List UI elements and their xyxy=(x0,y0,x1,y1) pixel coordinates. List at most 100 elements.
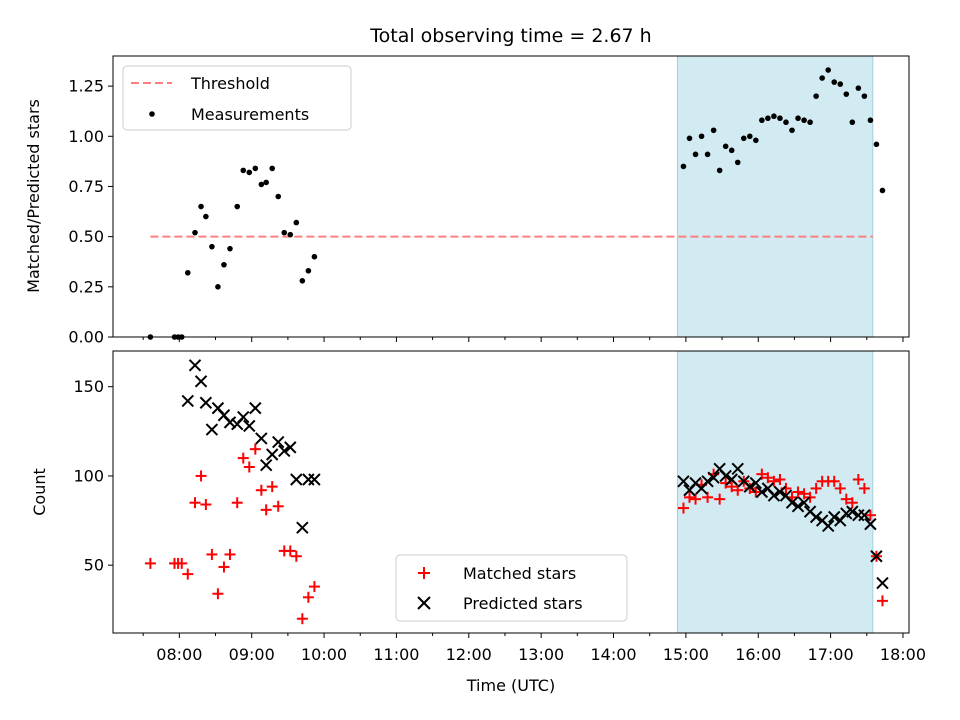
predicted-marker-stroke xyxy=(249,401,262,415)
measurement-points xyxy=(147,67,886,340)
predicted-marker-stroke xyxy=(217,409,231,422)
measurement-point xyxy=(293,219,300,226)
predicted-star-marker xyxy=(767,489,781,502)
x-tick-label: 08:00 xyxy=(156,645,202,664)
top-panel: 0.00 0.25 0.50 0.75 1.00 1.25 Matched/Predict… xyxy=(24,55,910,347)
x-tick-label: 12:00 xyxy=(446,645,492,664)
predicted-marker-stroke xyxy=(785,496,799,509)
measurement-point xyxy=(234,203,241,210)
measurement-point xyxy=(698,133,705,140)
legend-measurements-swatch xyxy=(149,111,155,117)
predicted-star-marker xyxy=(707,471,720,484)
matched-star-marker xyxy=(176,557,188,569)
predicted-star-marker xyxy=(243,419,256,433)
predicted-marker-stroke xyxy=(725,473,738,486)
predicted-star-marker xyxy=(308,473,321,486)
measurement-point xyxy=(692,151,699,158)
legend-predicted-swatch xyxy=(417,596,431,610)
predicted-star-marker xyxy=(864,517,877,531)
predicted-star-marker xyxy=(223,416,237,429)
predicted-star-marker xyxy=(870,550,883,563)
predicted-marker-stroke xyxy=(713,462,726,476)
measurement-point xyxy=(263,179,269,186)
bottom-x-ticks: 08:00 09:00 10:00 11:00 12:00 13:00 14:00 15:00… xyxy=(142,633,926,664)
predicted-star-marker xyxy=(188,359,202,372)
predicted-marker-stroke xyxy=(761,482,775,495)
predicted-marker-stroke xyxy=(846,505,859,518)
x-tick-label: 11:00 xyxy=(373,645,419,664)
predicted-marker-stroke xyxy=(255,432,268,445)
predicted-marker-stroke xyxy=(779,489,793,502)
measurement-point xyxy=(789,127,795,134)
matched-star-marker xyxy=(249,443,261,455)
predicted-marker-stroke xyxy=(205,423,219,436)
predicted-marker-stroke xyxy=(278,444,291,458)
matched-star-marker xyxy=(255,484,267,496)
matched-star-marker xyxy=(182,568,194,580)
predicted-star-marker xyxy=(725,473,738,486)
predicted-star-marker xyxy=(249,401,262,415)
y-tick-label: 1.00 xyxy=(68,127,104,146)
matched-star-marker xyxy=(290,550,302,562)
predicted-marker-stroke xyxy=(803,505,817,518)
measurement-point xyxy=(753,137,759,144)
predicted-star-marker xyxy=(677,475,690,488)
measurement-point xyxy=(831,79,838,85)
matched-star-marker xyxy=(308,581,320,593)
predicted-star-marker xyxy=(205,423,219,436)
predicted-star-marker xyxy=(255,432,268,445)
predicted-marker-stroke xyxy=(876,576,889,590)
matched-star-marker xyxy=(218,561,230,573)
matched-star-marker xyxy=(828,475,840,487)
predicted-marker-stroke xyxy=(199,396,213,409)
top-axes-frame xyxy=(112,55,910,338)
predicted-marker-stroke xyxy=(284,441,297,454)
measurement-point xyxy=(686,135,693,142)
predicted-star-marker xyxy=(194,375,208,388)
y-tick-label: 1.25 xyxy=(68,77,104,96)
legend-matched-label: Matched stars xyxy=(463,564,576,583)
measurement-point xyxy=(184,269,191,276)
x-tick-label: 10:00 xyxy=(301,645,347,664)
matched-star-marker xyxy=(677,502,689,514)
top-y-ticks: 0.00 0.25 0.50 0.75 1.00 1.25 xyxy=(68,77,113,347)
predicted-marker-stroke xyxy=(815,514,829,527)
x-tick-label: 15:00 xyxy=(663,645,709,664)
legend-threshold-label: Threshold xyxy=(190,74,270,93)
measurement-point xyxy=(287,231,294,238)
predicted-marker-stroke xyxy=(243,419,256,433)
predicted-marker-stroke xyxy=(701,475,714,488)
measurement-point xyxy=(192,229,198,236)
predicted-marker-stroke xyxy=(259,459,273,472)
matched-star-marker xyxy=(774,474,786,486)
top-x-ticks xyxy=(142,337,904,342)
matched-star-marker xyxy=(284,545,296,557)
predicted-marker-stroke xyxy=(749,476,763,490)
measurement-point xyxy=(783,119,789,126)
measurement-point xyxy=(203,213,209,220)
matched-star-marker xyxy=(266,481,278,493)
measurement-point xyxy=(710,127,717,134)
matched-star-marker xyxy=(804,491,816,503)
measurement-point xyxy=(837,81,844,87)
legend-measurements-label: Measurements xyxy=(191,105,309,124)
predicted-marker-stroke xyxy=(223,416,237,429)
predicted-star-marker xyxy=(809,510,823,524)
predicted-star-marker xyxy=(259,459,273,472)
measurement-point xyxy=(759,117,765,124)
matched-star-marker xyxy=(243,461,255,473)
bottom-legend: Matched stars Predicted stars xyxy=(395,554,628,622)
matched-star-marker xyxy=(732,484,744,496)
measurement-point xyxy=(722,143,729,150)
measurement-point xyxy=(258,181,265,188)
x-axis-label: Time (UTC) xyxy=(466,676,555,695)
x-tick-label: 09:00 xyxy=(229,645,275,664)
predicted-marker-stroke xyxy=(719,469,732,483)
predicted-star-marker xyxy=(876,576,889,590)
x-tick-label: 13:00 xyxy=(518,645,564,664)
matched-star-marker xyxy=(810,482,822,494)
measurement-point xyxy=(807,119,813,126)
predicted-star-marker xyxy=(821,519,835,533)
y-tick-label: 50 xyxy=(84,556,104,575)
predicted-marker-stroke xyxy=(689,476,702,490)
